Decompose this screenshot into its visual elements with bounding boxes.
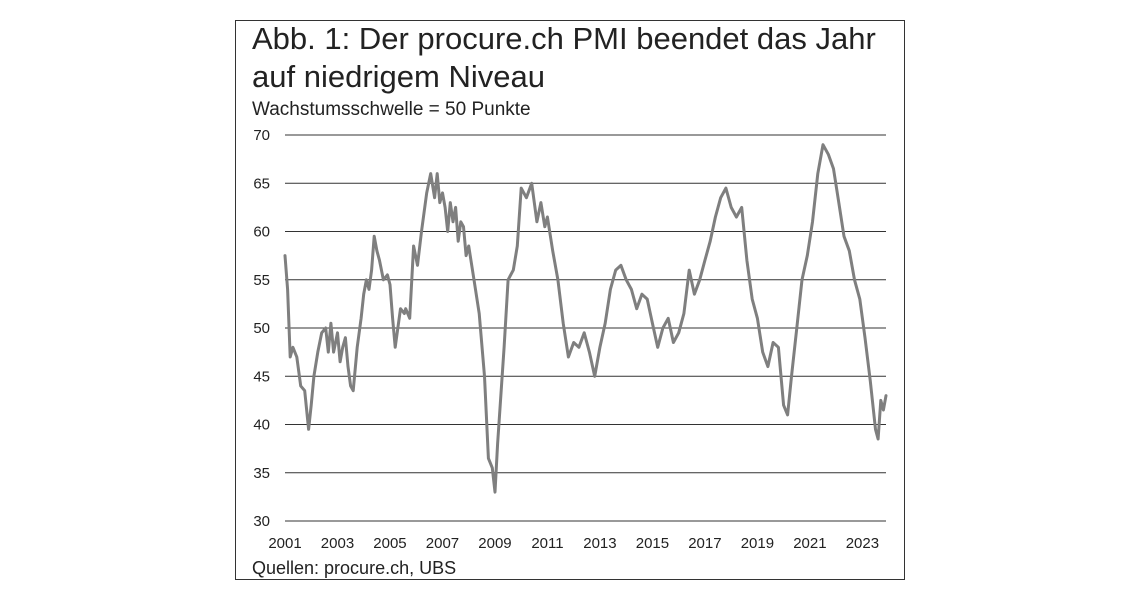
x-tick-label: 2001 (268, 535, 301, 552)
x-tick-label: 2019 (741, 535, 774, 552)
source-note: Quellen: procure.ch, UBS (252, 558, 457, 578)
y-tick-label: 30 (253, 513, 270, 530)
y-tick-label: 65 (253, 175, 270, 192)
y-tick-label: 45 (253, 368, 270, 385)
x-tick-label: 2009 (478, 535, 511, 552)
chart-title: Abb. 1: Der procure.ch PMI beendet das J… (252, 20, 876, 96)
x-tick-label: 2017 (688, 535, 721, 552)
series-group (283, 143, 888, 494)
x-tick-label: 2005 (373, 535, 406, 552)
x-tick-label: 2015 (636, 535, 669, 552)
y-tick-label: 60 (253, 224, 270, 241)
y-axis-tick-labels: 30 35 40 45 50 55 60 65 70 (253, 127, 270, 530)
x-tick-label: 2007 (426, 535, 459, 552)
x-tick-label: 2003 (321, 535, 354, 552)
x-tick-label: 2021 (793, 535, 826, 552)
y-tick-label: 50 (253, 320, 270, 337)
x-tick-label: 2013 (583, 535, 616, 552)
x-tick-label: 2023 (846, 535, 879, 552)
y-tick-label: 40 (253, 417, 270, 434)
y-tick-label: 35 (253, 465, 270, 482)
chart-title-line1: Abb. 1: Der procure.ch PMI beendet das J… (252, 21, 876, 56)
series-line-pmi (283, 143, 888, 494)
y-tick-label: 70 (253, 127, 270, 144)
x-axis-tick-labels: 2001 2003 2005 2007 2009 2011 2013 2015 2017 2019… (268, 535, 879, 552)
chart-frame (235, 20, 905, 580)
chart-subtitle: Wachstumsschwelle = 50 Punkte (252, 99, 531, 120)
grid-lines (285, 134, 886, 522)
chart-title-line2: auf niedrigem Niveau (252, 59, 545, 94)
y-tick-label: 55 (253, 272, 270, 289)
x-tick-label: 2011 (531, 535, 563, 552)
